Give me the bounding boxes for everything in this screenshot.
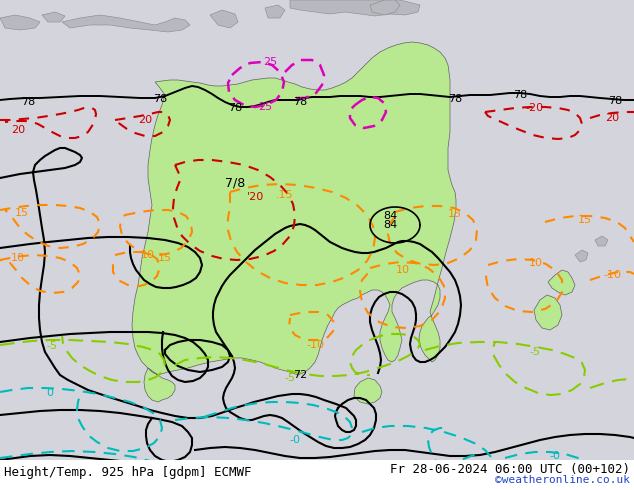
Text: 78: 78 — [448, 94, 462, 104]
Text: -20: -20 — [526, 103, 544, 113]
Text: 15: 15 — [158, 253, 172, 263]
Polygon shape — [62, 15, 190, 32]
Text: '20: '20 — [247, 192, 264, 202]
Text: Fr 28-06-2024 06:00 UTC (00+102): Fr 28-06-2024 06:00 UTC (00+102) — [390, 463, 630, 475]
Text: 15: 15 — [15, 208, 29, 218]
Text: -5: -5 — [46, 341, 58, 351]
Text: 78: 78 — [153, 94, 167, 104]
Text: -0: -0 — [550, 451, 560, 461]
Text: 10: 10 — [141, 250, 155, 260]
Polygon shape — [534, 295, 562, 330]
Text: 84: 84 — [383, 211, 397, 221]
Text: 72: 72 — [293, 370, 307, 380]
Text: -0: -0 — [290, 435, 301, 445]
Text: 7/8: 7/8 — [225, 176, 245, 190]
Text: .15: .15 — [276, 190, 294, 200]
Polygon shape — [0, 15, 40, 30]
Text: 78: 78 — [513, 90, 527, 100]
Polygon shape — [210, 10, 238, 28]
Polygon shape — [595, 236, 608, 246]
Polygon shape — [354, 378, 382, 404]
Text: ©weatheronline.co.uk: ©weatheronline.co.uk — [495, 475, 630, 485]
Text: 15: 15 — [448, 209, 462, 219]
Polygon shape — [290, 0, 420, 16]
Text: -5: -5 — [529, 347, 541, 357]
Text: 78: 78 — [228, 103, 242, 113]
Text: 78: 78 — [293, 97, 307, 107]
Text: -5: -5 — [285, 373, 295, 383]
Text: 10: 10 — [11, 253, 25, 263]
Bar — [0, 460, 634, 490]
Text: 84: 84 — [383, 220, 397, 230]
Text: 0: 0 — [46, 388, 53, 398]
Text: 20: 20 — [138, 115, 152, 125]
Text: -10: -10 — [306, 340, 324, 350]
Text: 78: 78 — [21, 97, 35, 107]
Polygon shape — [42, 12, 65, 22]
Text: -10: -10 — [603, 270, 621, 280]
Text: 78: 78 — [608, 96, 622, 106]
Text: 25: 25 — [263, 57, 277, 67]
Text: 25: 25 — [258, 102, 272, 112]
Polygon shape — [370, 0, 400, 15]
Text: -5: -5 — [325, 485, 335, 490]
Text: 20: 20 — [11, 125, 25, 135]
Text: 10: 10 — [529, 258, 543, 268]
Text: 15: 15 — [578, 215, 592, 225]
Polygon shape — [132, 42, 456, 402]
Polygon shape — [265, 5, 285, 18]
Text: 20: 20 — [605, 113, 619, 123]
Polygon shape — [548, 270, 575, 295]
Text: 10: 10 — [396, 265, 410, 275]
Text: Height/Temp. 925 hPa [gdpm] ECMWF: Height/Temp. 925 hPa [gdpm] ECMWF — [4, 466, 252, 479]
Polygon shape — [575, 250, 588, 262]
